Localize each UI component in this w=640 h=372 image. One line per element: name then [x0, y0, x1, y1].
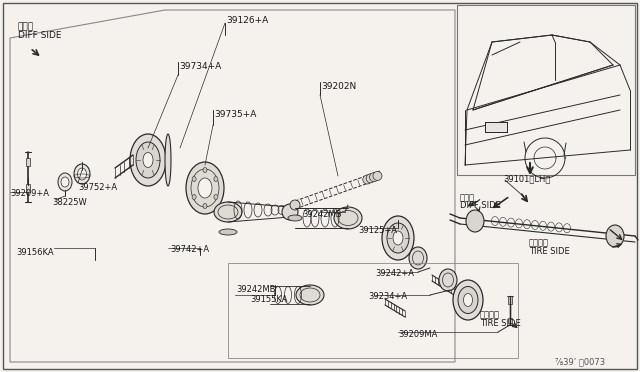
Bar: [508, 318, 512, 323]
Text: TIRE SIDE: TIRE SIDE: [480, 319, 521, 328]
Text: 39752+A: 39752+A: [78, 183, 117, 192]
Ellipse shape: [214, 202, 242, 222]
Text: タイヤ側: タイヤ側: [480, 310, 500, 319]
Text: 39126+A: 39126+A: [226, 16, 268, 25]
Text: 39242MB: 39242MB: [236, 285, 275, 294]
Ellipse shape: [136, 142, 160, 178]
Ellipse shape: [409, 247, 427, 269]
Ellipse shape: [290, 200, 300, 210]
Text: 39125+A: 39125+A: [358, 226, 397, 235]
Ellipse shape: [77, 168, 86, 180]
Text: タイヤ側: タイヤ側: [529, 238, 549, 247]
Ellipse shape: [366, 174, 375, 183]
Text: 39242+A: 39242+A: [375, 269, 414, 278]
Text: 39734+A: 39734+A: [179, 62, 221, 71]
Bar: [228, 263, 518, 358]
Ellipse shape: [219, 229, 237, 235]
Ellipse shape: [74, 164, 90, 184]
Text: ⅞39’ 。0073: ⅞39’ 。0073: [555, 357, 605, 366]
Ellipse shape: [387, 223, 409, 253]
Text: 39156KA: 39156KA: [16, 248, 54, 257]
Ellipse shape: [463, 294, 472, 307]
Text: デフ側: デフ側: [460, 193, 475, 202]
Ellipse shape: [130, 134, 166, 186]
Ellipse shape: [203, 167, 207, 173]
Bar: [26, 184, 30, 192]
Ellipse shape: [192, 176, 196, 182]
Ellipse shape: [214, 176, 218, 182]
Text: デフ側: デフ側: [18, 22, 34, 31]
Ellipse shape: [393, 231, 403, 245]
Bar: [485, 122, 507, 132]
Ellipse shape: [296, 285, 324, 305]
Ellipse shape: [382, 216, 414, 260]
Ellipse shape: [466, 210, 484, 232]
Text: 39155KA: 39155KA: [250, 295, 287, 304]
Ellipse shape: [282, 204, 298, 220]
Ellipse shape: [143, 153, 153, 167]
Ellipse shape: [165, 134, 171, 186]
Text: 39202N: 39202N: [321, 82, 356, 91]
Ellipse shape: [458, 286, 478, 314]
Text: 39234+A: 39234+A: [368, 292, 407, 301]
Bar: [457, 5, 635, 175]
Ellipse shape: [58, 173, 72, 191]
Ellipse shape: [363, 175, 372, 184]
Text: DIFF SIDE: DIFF SIDE: [18, 31, 61, 40]
Ellipse shape: [288, 215, 302, 221]
Ellipse shape: [61, 177, 69, 187]
Text: TIRE SIDE: TIRE SIDE: [529, 247, 570, 256]
Ellipse shape: [214, 195, 218, 199]
Ellipse shape: [453, 280, 483, 320]
Text: 38225W: 38225W: [52, 198, 87, 207]
Ellipse shape: [186, 162, 224, 214]
Ellipse shape: [198, 178, 212, 198]
Bar: [508, 296, 512, 304]
Text: 39742+A: 39742+A: [170, 245, 209, 254]
Ellipse shape: [373, 171, 382, 180]
Text: DIFF SIDE: DIFF SIDE: [460, 201, 501, 210]
Text: 39735+A: 39735+A: [214, 110, 257, 119]
Text: 39101〈LH〉: 39101〈LH〉: [503, 174, 550, 183]
Ellipse shape: [439, 269, 457, 291]
Ellipse shape: [334, 207, 362, 229]
Text: 39242MB: 39242MB: [302, 210, 342, 219]
Bar: [26, 158, 30, 166]
Text: 39209MA: 39209MA: [398, 330, 437, 339]
Text: 39209+A: 39209+A: [10, 189, 49, 198]
Ellipse shape: [606, 225, 624, 247]
Ellipse shape: [192, 195, 196, 199]
Ellipse shape: [203, 203, 207, 208]
Ellipse shape: [369, 173, 378, 182]
